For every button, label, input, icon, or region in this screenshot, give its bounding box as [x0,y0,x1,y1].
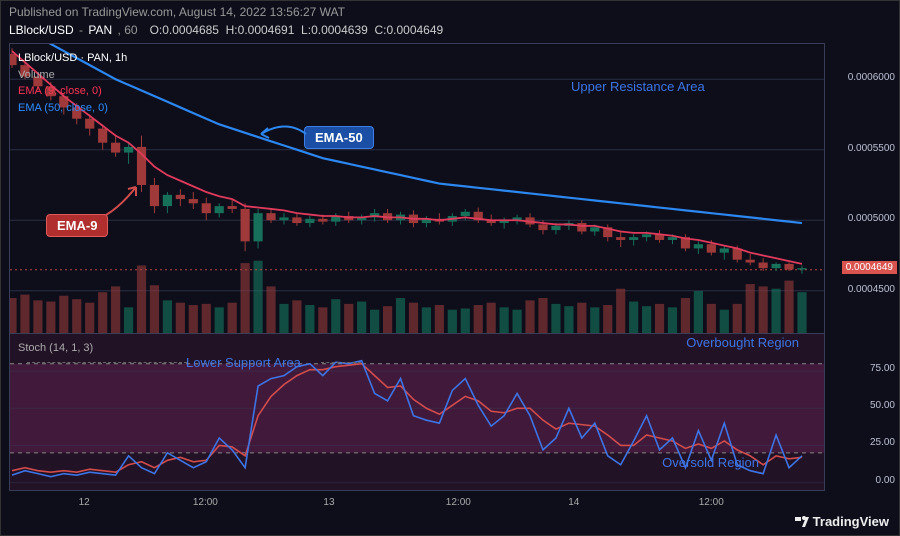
symbol-text: LBlock/USD [9,23,74,37]
chart-area[interactable]: LBlock/USD · PAN, 1h Volume EMA (9, clos… [9,43,825,491]
anno-lower-support-line-r [321,362,361,363]
legend-stoch: Stoch (14, 1, 3) [18,340,93,357]
price-ytick: 0.0005000 [848,213,895,224]
x-tick: 14 [568,497,579,508]
x-tick: 12:00 [699,497,724,508]
price-legend: LBlock/USD · PAN, 1h Volume EMA (9, clos… [18,50,127,116]
anno-lower-support: Lower Support Area [186,355,301,370]
x-tick: 12 [79,497,90,508]
anno-lower-support-line-l [27,362,187,363]
y-axis: 0.0006000 0.0005500 0.0005000 0.0004649 0.00… [827,43,899,491]
legend-ema50: EMA (50, close, 0) [18,100,127,117]
x-axis: 12 12:00 13 12:00 14 12:00 [9,495,825,513]
anno-oversold: Oversold Region [662,455,759,470]
legend-ema9: EMA (9, close, 0) [18,83,127,100]
publish-text: Published on TradingView.com, August 14,… [9,5,345,19]
anno-overbought: Overbought Region [686,335,799,350]
price-ytick: 0.0004500 [848,284,895,295]
ohlc-bar: LBlock/USD - PAN , 60 O:0.0004685 H:0.00… [9,23,443,37]
stoch-ytick: 0.00 [876,475,895,486]
legend-symbol: LBlock/USD · PAN, 1h [18,50,127,67]
legend-volume: Volume [18,67,127,84]
stoch-ytick: 25.00 [870,437,895,448]
stoch-legend: Stoch (14, 1, 3) [18,340,93,357]
anno-ema9-arrow [96,181,151,226]
exchange-text: PAN [88,23,112,37]
price-ytick: 0.0005500 [848,143,895,154]
x-tick: 12:00 [193,497,218,508]
anno-ema50-arrow [256,119,316,159]
current-price-tag: 0.0004649 [842,261,897,274]
price-ytick: 0.0006000 [848,72,895,83]
x-tick: 13 [323,497,334,508]
tradingview-icon [795,514,809,528]
x-tick: 12:00 [446,497,471,508]
stoch-ytick: 75.00 [870,363,895,374]
stoch-ytick: 50.00 [870,400,895,411]
publish-header: Published on TradingView.com, August 14,… [9,5,345,19]
anno-upper-resistance: Upper Resistance Area [571,79,705,94]
tradingview-watermark: TradingView [795,514,889,529]
